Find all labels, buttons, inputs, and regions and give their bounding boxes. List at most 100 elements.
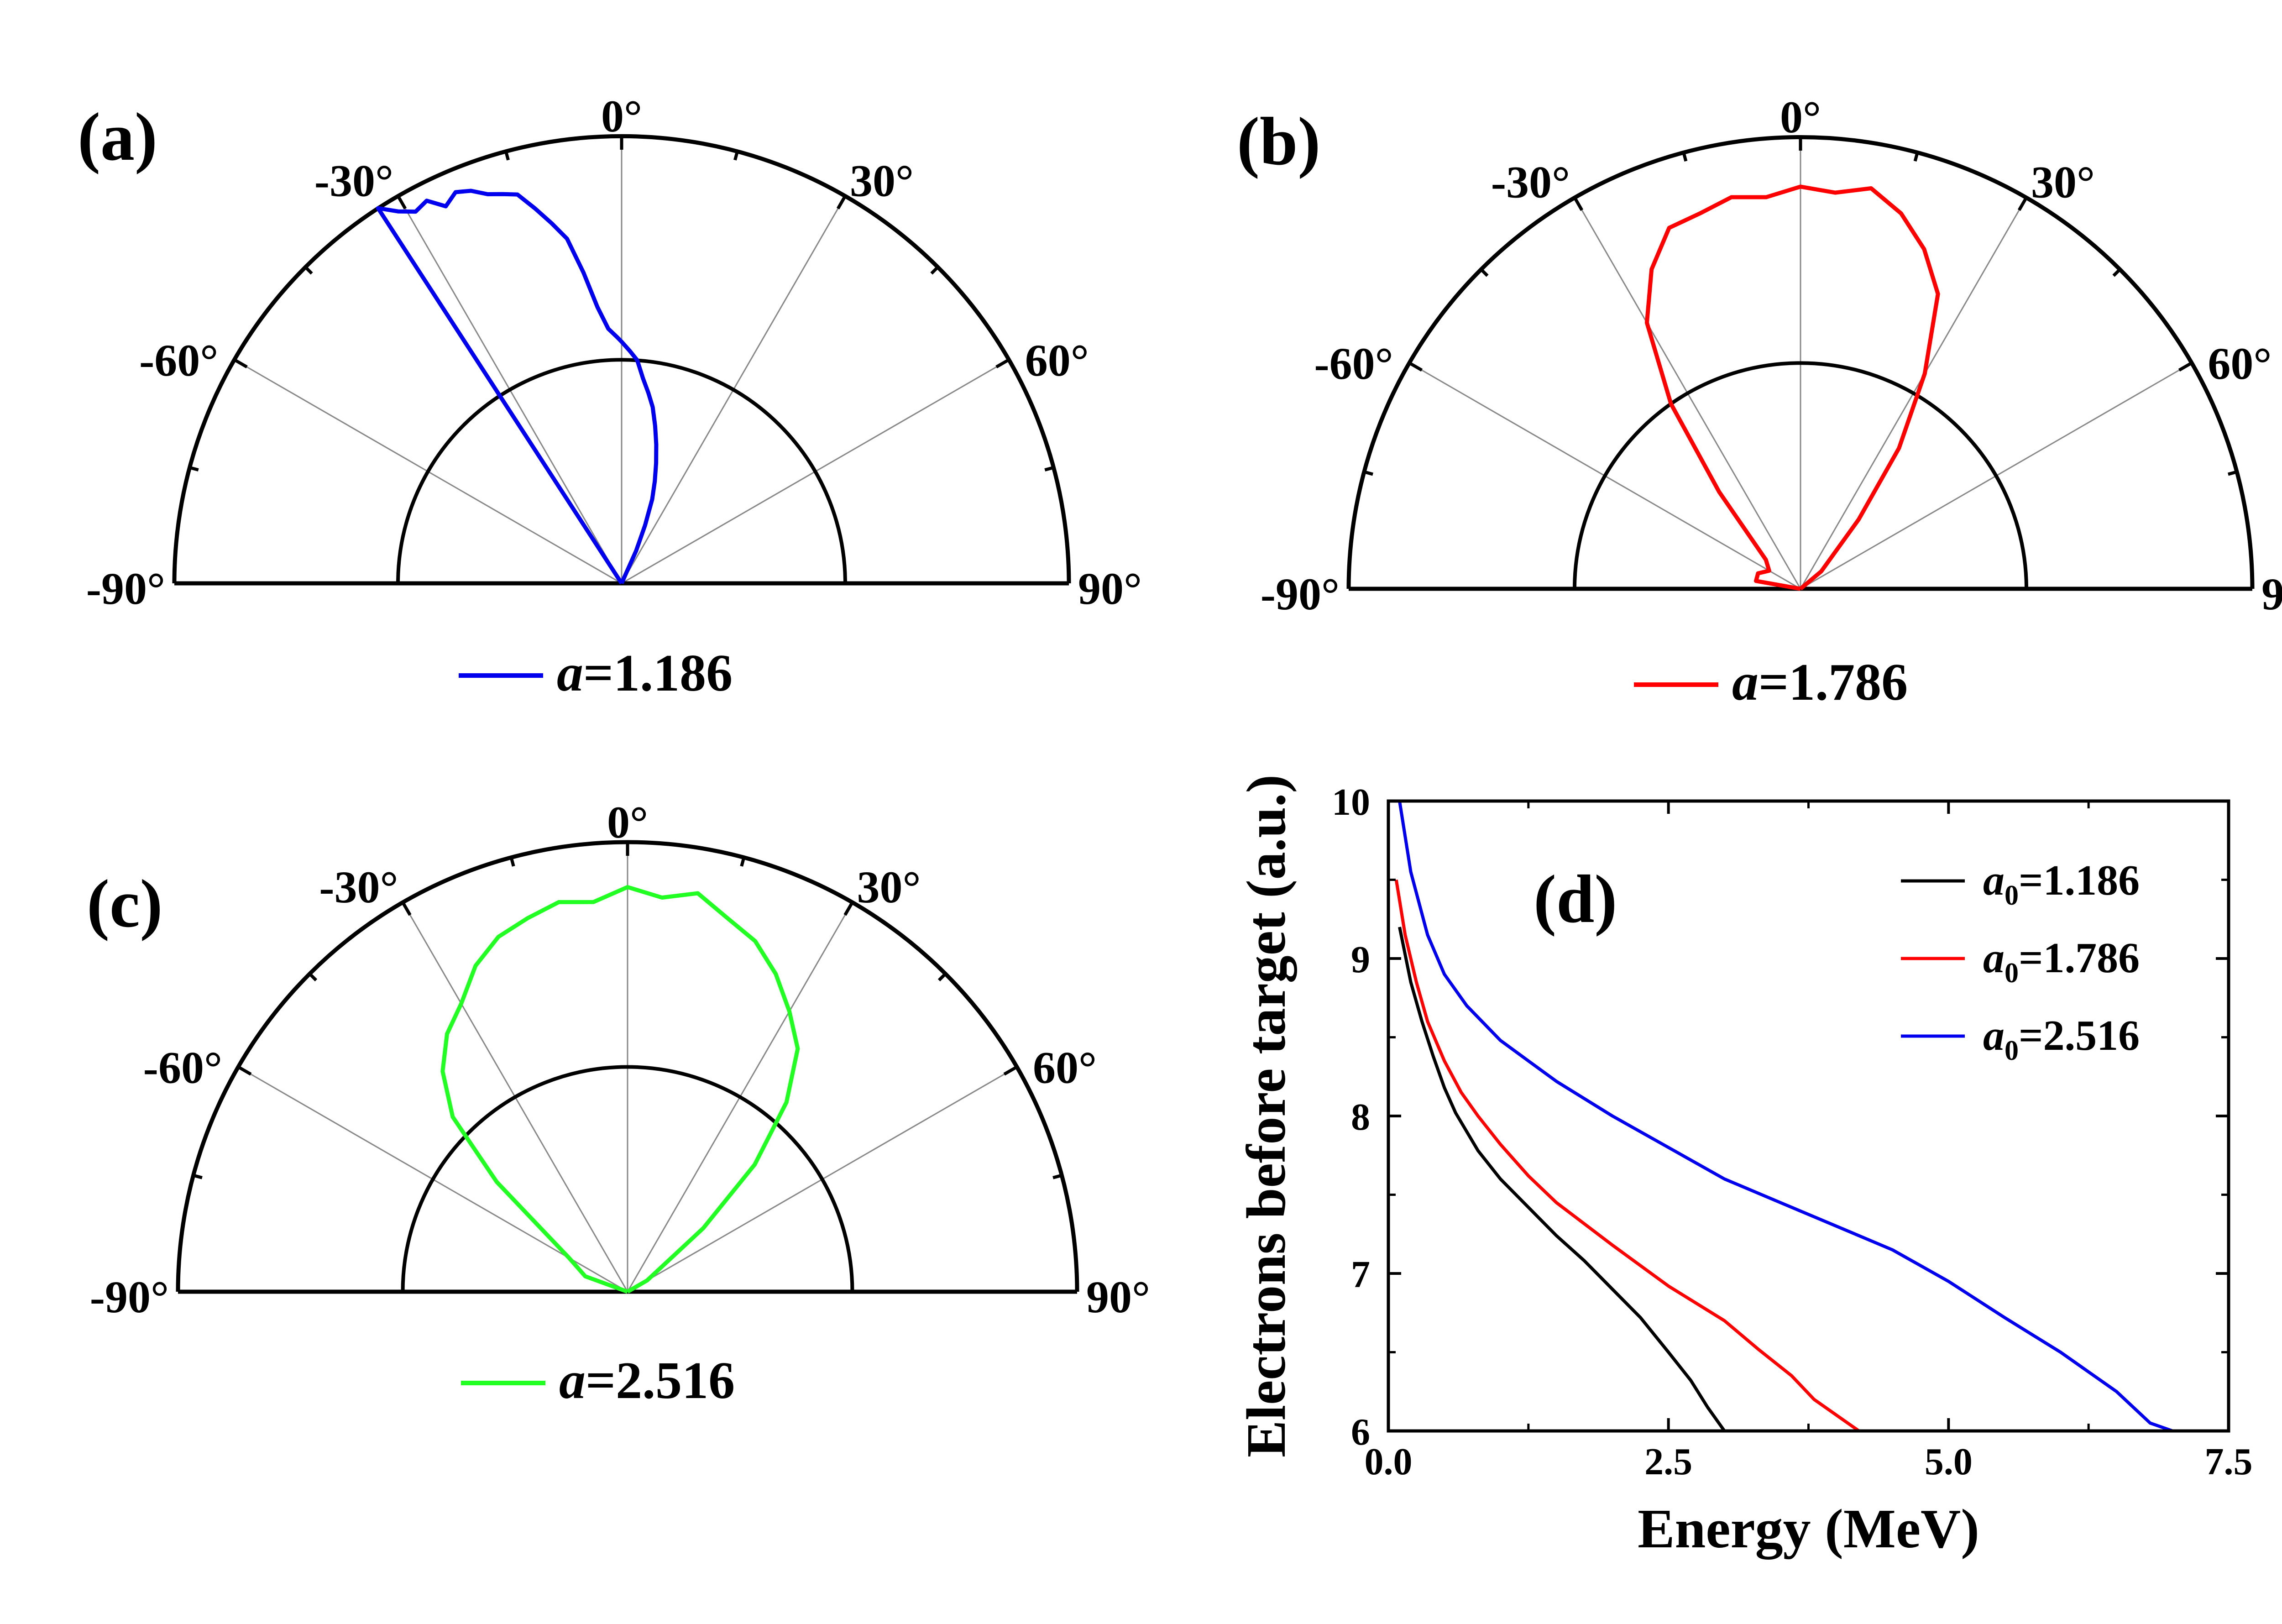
arc-tick: [1052, 1173, 1062, 1179]
inner-ring: [401, 1065, 854, 1292]
angle-label: 30°: [2031, 157, 2095, 208]
angle-label: -30°: [314, 155, 393, 206]
series-line: [1394, 879, 1860, 1432]
arc-tick: [2178, 361, 2193, 372]
arc-tick: [2017, 196, 2028, 211]
legend-value: =1.186: [583, 644, 733, 702]
arc-tick: [995, 358, 1010, 369]
arc-tick: [1480, 268, 1489, 277]
legend-value: =1.786: [2019, 934, 2140, 982]
angle-label: 0°: [1780, 92, 1821, 142]
panel-label-c: (c): [87, 866, 162, 942]
legend-value: =1.786: [1759, 653, 1908, 712]
arc-tick: [843, 901, 854, 916]
x-axis-title: Energy (MeV): [1638, 1498, 1979, 1560]
legend-label: a=1.186: [557, 644, 733, 702]
polar-chart-b: -90° -60° -30° 0° 30° 60° 90° a=1.786: [1261, 92, 2282, 712]
legend-subscript: 0: [2005, 958, 2019, 989]
angle-label: 30°: [857, 862, 921, 912]
arc-tick: [401, 901, 412, 916]
line-chart-d: 0.0 2.5 5.0 7.5 6 7 8 9 10 Energy (MeV) Electrons …: [1235, 775, 2253, 1560]
panel-label-a: (a): [78, 99, 157, 175]
arc-tick: [1573, 196, 1584, 211]
panel-label-b: (b): [1237, 104, 1320, 179]
angle-label: -90°: [86, 563, 165, 614]
series-line: [1398, 927, 1726, 1432]
legend-symbol: a: [1732, 653, 1759, 712]
data-curve: [440, 885, 800, 1294]
legend-subscript: 0: [2005, 1035, 2019, 1066]
angle-label: -60°: [1314, 338, 1393, 389]
arc-tick: [396, 195, 407, 210]
arc-tick: [233, 358, 248, 369]
arc-tick: [193, 1173, 203, 1179]
y-tick-label: 7: [1351, 1253, 1370, 1296]
angle-label: 0°: [601, 91, 642, 141]
arc-tick: [937, 973, 947, 982]
y-tick-label: 6: [1351, 1411, 1370, 1453]
series-line: [1398, 801, 2173, 1433]
y-tick-label: 9: [1351, 938, 1370, 981]
angle-label: -60°: [143, 1043, 222, 1093]
arc-tick: [1003, 1065, 1018, 1076]
angle-label: 60°: [2208, 338, 2272, 389]
data-curve: [376, 189, 659, 585]
inner-ring: [1573, 361, 2028, 589]
legend-symbol: a: [1983, 1012, 2005, 1059]
legend-symbol: a: [559, 1352, 586, 1410]
arc-tick: [504, 151, 510, 161]
legend-symbol: a: [1983, 857, 2005, 904]
legend-label: a0=1.186: [1983, 857, 2140, 911]
arc-tick: [1408, 361, 1423, 372]
legend-symbol: a: [557, 644, 583, 702]
angle-label: -60°: [139, 335, 218, 386]
inner-ring: [396, 358, 847, 584]
y-axis-title: Electrons before target (a.u.): [1235, 775, 1297, 1457]
panel-label-d: (d): [1534, 861, 1617, 937]
y-tick-label: 10: [1332, 781, 1370, 823]
y-tick-label: 8: [1351, 1096, 1370, 1138]
legend-value: =1.186: [2019, 857, 2140, 904]
arc-tick: [189, 466, 199, 471]
angle-label: 90°: [1078, 563, 1142, 614]
arc-tick: [2228, 470, 2238, 476]
angle-label: 0°: [607, 797, 648, 848]
arc-tick: [1363, 470, 1373, 476]
arc-tick: [509, 857, 515, 867]
legend-label: a0=2.516: [1983, 1012, 2140, 1066]
polar-chart-c: -90° -60° -30° 0° 30° 60° 90° a=2.516: [90, 797, 1150, 1410]
legend-label: a=2.516: [559, 1352, 735, 1410]
legend-symbol: a: [1983, 934, 2005, 982]
arc-tick: [930, 266, 939, 275]
angle-label: 90°: [2261, 569, 2282, 619]
x-tick-label: 7.5: [2205, 1441, 2253, 1483]
angle-label: -90°: [90, 1272, 169, 1322]
arc-tick: [1044, 466, 1054, 471]
x-tick-label: 2.5: [1644, 1441, 1692, 1483]
arc-tick: [733, 151, 739, 161]
legend-value: =2.516: [586, 1352, 735, 1410]
angle-label: 60°: [1025, 335, 1089, 386]
angle-label: 60°: [1033, 1043, 1097, 1093]
arc-tick: [237, 1065, 252, 1076]
polar-chart-a: -90° -60° -30° 0° 30° 60° 90° a=1.186: [86, 91, 1142, 702]
x-tick-label: 5.0: [1925, 1441, 1973, 1483]
arc-tick: [740, 857, 746, 867]
arc-tick: [304, 266, 313, 275]
angle-label: -90°: [1261, 569, 1340, 619]
angle-label: -30°: [319, 862, 398, 912]
x-tick-label: 0.0: [1365, 1441, 1413, 1483]
legend-value: =2.516: [2019, 1012, 2140, 1059]
legend-label: a0=1.786: [1983, 934, 2140, 989]
legend-subscript: 0: [2005, 880, 2019, 911]
angle-label: 90°: [1086, 1272, 1150, 1322]
arc-tick: [1682, 152, 1688, 162]
arc-tick: [2112, 268, 2121, 277]
angle-label: -30°: [1491, 157, 1570, 208]
angle-label: 30°: [850, 155, 914, 206]
legend-label: a=1.786: [1732, 653, 1908, 712]
arc-tick: [836, 195, 847, 210]
arc-tick: [1913, 152, 1919, 162]
data-curve: [1644, 184, 1940, 591]
